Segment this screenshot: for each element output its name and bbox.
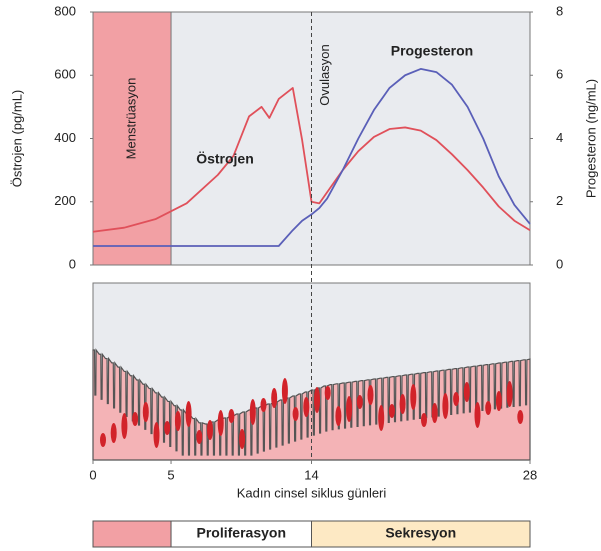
vessel: [335, 406, 342, 426]
y-tick-label: 200: [54, 193, 76, 208]
x-tick-label: 28: [523, 467, 537, 482]
phase-bar: [170, 520, 312, 548]
series-label: Progesteron: [391, 43, 473, 59]
y-tick-label: 0: [69, 256, 76, 271]
y-tick-label: 400: [54, 130, 76, 145]
ovulation-label: Ovulasyon: [317, 44, 332, 105]
y2-tick-label: 0: [556, 256, 563, 271]
vessel: [485, 401, 492, 415]
vessel: [271, 388, 278, 408]
phase-bar: [311, 520, 531, 548]
x-tick-label: 14: [304, 467, 318, 482]
phase-label: Sekresyon: [385, 525, 456, 541]
vessel: [367, 385, 374, 405]
vessel: [164, 421, 171, 435]
vessel: [207, 420, 213, 440]
vessel: [506, 381, 513, 407]
vessel: [185, 401, 192, 427]
vessel: [132, 412, 139, 426]
y2-tick-label: 4: [556, 130, 563, 145]
vessel: [517, 410, 524, 424]
vessel: [431, 403, 438, 423]
y-tick-label: 800: [54, 3, 76, 18]
vessel: [453, 392, 460, 406]
vessel: [303, 397, 310, 417]
vessel: [142, 402, 149, 422]
series-line: [92, 87, 531, 233]
vessel: [217, 410, 224, 436]
menstruation-band: [92, 11, 172, 266]
vessel: [442, 393, 449, 419]
vessel: [314, 387, 320, 413]
menstruation-label: Menstrüasyon: [123, 78, 138, 160]
vessel: [121, 413, 128, 439]
y2-tick-label: 2: [556, 193, 563, 208]
phase-menstruation: [92, 520, 172, 548]
vessel: [346, 396, 353, 422]
vessel: [239, 429, 246, 449]
vessel: [196, 430, 203, 444]
x-tick-label: 5: [167, 467, 174, 482]
phase-label: Proliferasyon: [197, 525, 286, 541]
vessel: [495, 391, 502, 411]
vessel: [388, 404, 395, 418]
y-axis-label: Östrojen (pg/mL): [9, 90, 24, 188]
vessel: [421, 413, 427, 427]
x-tick-label: 0: [89, 467, 96, 482]
y-tick-label: 600: [54, 67, 76, 82]
vessel: [378, 405, 385, 431]
vessel: [174, 411, 181, 431]
vessel: [228, 409, 235, 423]
series-label: Östrojen: [196, 151, 254, 167]
y2-axis-label: Progesteron (ng/mL): [583, 79, 598, 198]
vessel: [474, 402, 481, 428]
x-axis-label: Kadın cinsel siklus günleri: [237, 485, 387, 500]
y2-tick-label: 6: [556, 67, 563, 82]
vessel: [399, 394, 406, 414]
vessel: [249, 399, 256, 425]
series-line: [93, 68, 531, 247]
vessel: [153, 422, 160, 448]
vessel: [356, 395, 363, 409]
y2-tick-label: 8: [556, 3, 563, 18]
vessel: [410, 384, 417, 410]
vessel: [463, 382, 470, 402]
vessel: [260, 398, 267, 412]
vessel: [281, 378, 288, 404]
vessel: [324, 386, 331, 400]
vessel: [292, 407, 299, 421]
vessel: [100, 433, 106, 447]
vessel: [110, 423, 117, 443]
